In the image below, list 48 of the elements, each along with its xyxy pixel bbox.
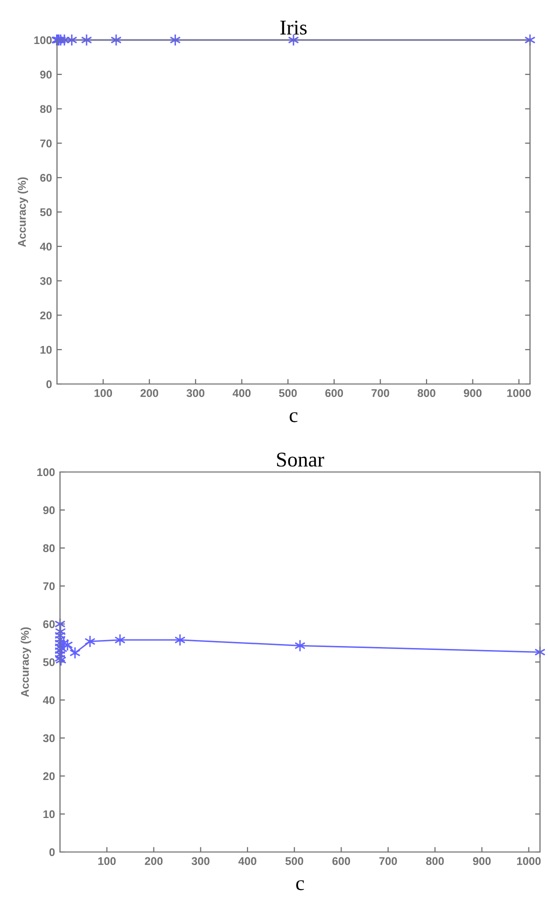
y-tick-label: 10 — [40, 346, 52, 354]
y-tick-label: 0 — [46, 380, 52, 388]
y-tick-label: 80 — [40, 105, 52, 113]
y-tick-label: 80 — [43, 544, 55, 552]
x-tick-label: 900 — [472, 857, 491, 866]
y-axis-title: Accuracy (%) — [20, 627, 32, 697]
y-tick-label: 50 — [40, 208, 52, 216]
y-tick-label: 20 — [43, 772, 55, 780]
y-tick-label: 30 — [43, 734, 55, 742]
x-tick-label: 1000 — [507, 389, 531, 398]
x-tick-label: 700 — [379, 857, 397, 866]
y-tick-label: 70 — [43, 582, 55, 590]
y-axis-title: Accuracy (%) — [18, 177, 28, 247]
x-tick-label: 400 — [238, 857, 256, 866]
y-tick-label: 40 — [40, 242, 52, 251]
x-tick-label: 900 — [464, 389, 482, 398]
x-tick-label: 100 — [94, 389, 112, 398]
x-tick-label: 500 — [285, 857, 304, 866]
y-tick-label: 50 — [43, 658, 55, 666]
x-tick-label: 800 — [426, 857, 444, 866]
x-tick-label: 300 — [186, 389, 204, 398]
chart-title: Sonar — [277, 452, 324, 467]
y-tick-label: 100 — [34, 36, 52, 44]
y-tick-label: 90 — [43, 506, 55, 514]
x-tick-label: 200 — [140, 389, 158, 398]
y-tick-label: 0 — [49, 848, 55, 856]
chart-title: Iris — [280, 20, 307, 35]
x-tick-label: 500 — [279, 389, 297, 398]
x-tick-label: 600 — [332, 857, 350, 866]
x-tick-label: 400 — [232, 389, 251, 398]
x-axis-title: c — [290, 412, 298, 422]
y-tick-label: 20 — [40, 311, 52, 320]
y-tick-label: 40 — [42, 696, 55, 704]
x-tick-label: 1000 — [517, 857, 541, 866]
y-tick-label: 60 — [40, 174, 52, 182]
y-tick-label: 30 — [40, 277, 52, 285]
x-axis-title: c — [296, 880, 304, 890]
x-tick-label: 200 — [144, 857, 163, 866]
y-tick-label: 90 — [40, 70, 52, 79]
x-tick-label: 600 — [325, 389, 343, 398]
y-tick-label: 10 — [43, 810, 55, 818]
x-tick-label: 300 — [192, 857, 210, 866]
x-tick-label: 700 — [372, 389, 390, 398]
y-tick-label: 70 — [40, 139, 52, 148]
y-tick-label: 100 — [37, 468, 55, 476]
y-tick-label: 60 — [43, 620, 55, 628]
x-tick-label: 800 — [418, 389, 436, 398]
x-tick-label: 100 — [98, 857, 116, 866]
